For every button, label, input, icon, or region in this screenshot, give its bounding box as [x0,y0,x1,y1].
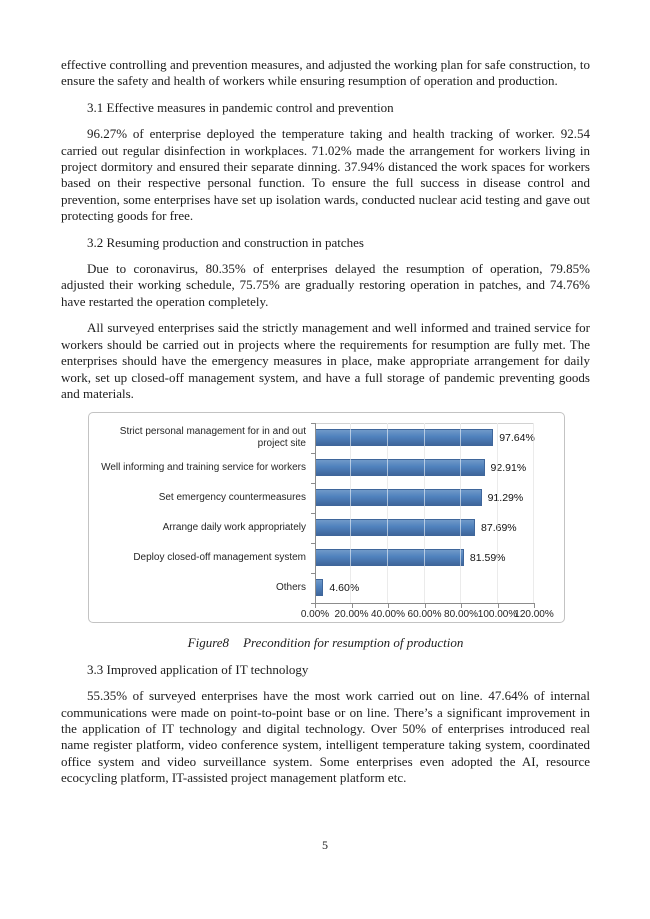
value-axis-tick [461,604,462,609]
category-label: Strict personal management for in and ou… [119,426,306,450]
paragraph-3-2b: All surveyed enterprises said the strict… [61,320,590,401]
value-axis-label: 20.00% [334,609,369,621]
paragraph-3-2a: Due to coronavirus, 80.35% of enterprise… [61,261,590,309]
bar-value-label: 4.60% [329,582,360,595]
bar-value-label: 81.59% [469,552,506,565]
value-axis-tick [388,604,389,609]
bar [315,579,324,597]
chart-row: Set emergency countermeasures 91.29% [89,483,566,513]
heading-3-2: 3.2 Resuming production and construction… [87,234,364,250]
chart-row: Others 4.60% [89,573,566,603]
value-axis-tick [534,604,535,609]
category-label: Arrange daily work appropriately [162,522,306,534]
bar [315,489,482,507]
value-axis-tick [315,604,316,609]
page-number: 5 [322,838,328,852]
value-axis-label: 0.00% [300,609,330,621]
heading-3-1: 3.1 Effective measures in pandemic contr… [87,99,394,115]
value-axis-tick [497,604,499,609]
value-axis-tick [351,604,353,609]
bar-value-label: 92.91% [490,462,527,475]
value-axis-label: 100.00% [477,609,518,621]
bar-track: 92.91% [315,453,534,483]
category-axis-tick [311,423,316,425]
document-content: effective controlling and prevention mea… [61,57,590,797]
category-axis-tick [311,543,316,545]
chart-area: Strict personal management for in and ou… [89,413,564,622]
paragraph-intro: effective controlling and prevention mea… [61,57,590,89]
heading-3-3: 3.3 Improved application of IT technolog… [87,661,309,677]
category-label: Well informing and training service for … [101,462,306,474]
bar [315,549,464,567]
bar [315,459,485,477]
value-axis-label: 40.00% [371,609,405,621]
paragraph-3-1: 96.27% of enterprise deployed the temper… [61,126,590,224]
category-label: Others [275,582,306,594]
chart-row: Deploy closed-off management system 81.59… [89,543,566,573]
figure-caption: Figure8 Precondition for resumption of pr… [61,635,590,651]
value-axis-label: 60.00% [407,609,442,621]
value-axis-label: 120.00% [514,609,554,621]
value-axis-label: 80.00% [444,609,478,621]
value-axis-tick [424,604,426,609]
figure-caption-label: Figure8 [187,635,230,651]
chart-rows: Strict personal management for in and ou… [89,423,566,603]
bar-value-label: 97.64% [499,432,535,445]
category-axis-tick [311,603,316,605]
bar [315,429,494,447]
paragraph-3-3: 55.35% of surveyed enterprises have the … [61,688,590,786]
chart-row: Strict personal management for in and ou… [89,423,566,453]
bar-track: 87.69% [315,513,534,543]
bar-track: 97.64% [315,423,535,453]
category-label: Set emergency countermeasures [158,492,306,504]
chart-row: Well informing and training service for … [89,453,566,483]
chart-row: Arrange daily work appropriately 87.69% [89,513,566,543]
chart-value-axis [315,603,535,605]
bar-track: 91.29% [315,483,534,513]
figure8-chart: Strict personal management for in and ou… [88,412,565,624]
category-axis-tick [311,573,316,575]
figure-caption-text: Precondition for resumption of productio… [243,635,464,651]
bar-track: 4.60% [315,573,534,603]
bar-track: 81.59% [315,543,534,573]
category-axis-tick [311,483,316,485]
category-label: Deploy closed-off management system [133,552,306,564]
bar-value-label: 91.29% [487,492,524,505]
category-axis-tick [311,453,316,455]
bar-value-label: 87.69% [481,522,517,535]
chart-category-axis [315,423,316,609]
bar [315,519,476,537]
category-axis-tick [311,513,316,515]
